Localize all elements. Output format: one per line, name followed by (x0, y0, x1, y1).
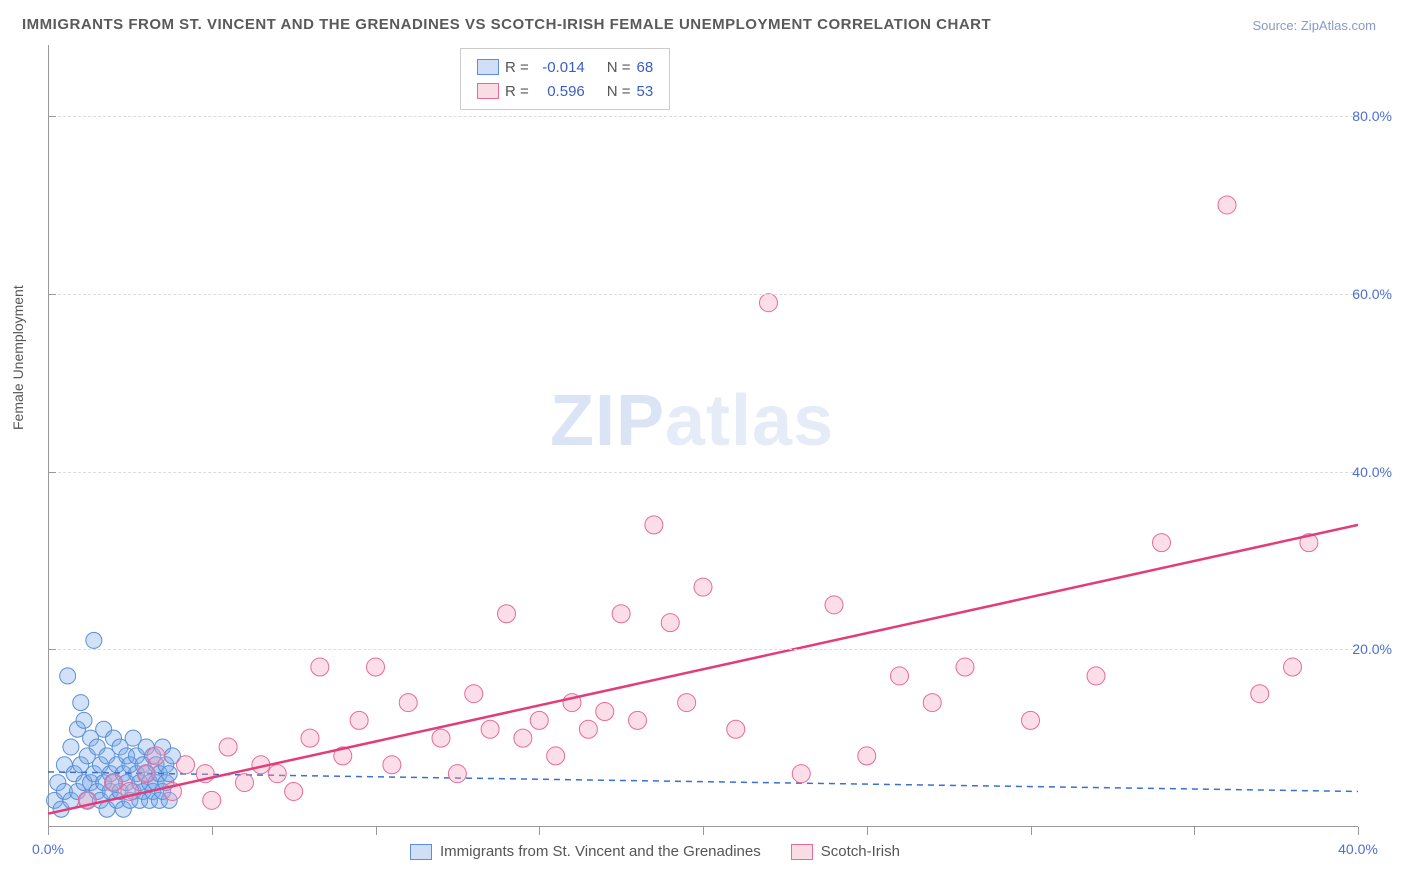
data-point (727, 720, 745, 738)
data-point (301, 729, 319, 747)
gridline-h (48, 472, 1358, 473)
data-point (694, 578, 712, 596)
data-point (858, 747, 876, 765)
source-attribution: Source: ZipAtlas.com (1252, 18, 1376, 33)
data-point (661, 614, 679, 632)
data-point (350, 711, 368, 729)
data-point (1153, 534, 1171, 552)
data-point (399, 694, 417, 712)
data-point (514, 729, 532, 747)
data-point (629, 711, 647, 729)
y-tick-mark (48, 294, 56, 295)
scatter-chart-svg (48, 45, 1358, 827)
data-point (1022, 711, 1040, 729)
data-point (1087, 667, 1105, 685)
legend-label-blue: Immigrants from St. Vincent and the Gren… (440, 843, 761, 860)
n-value-blue: 68 (637, 59, 654, 76)
legend-item-blue: Immigrants from St. Vincent and the Gren… (410, 843, 761, 860)
data-point (383, 756, 401, 774)
trend-line (48, 525, 1358, 814)
data-point (956, 658, 974, 676)
data-point (760, 294, 778, 312)
swatch-blue (477, 59, 499, 75)
data-point (448, 765, 466, 783)
swatch-pink (791, 844, 813, 860)
gridline-h (48, 649, 1358, 650)
r-value-blue: -0.014 (535, 59, 585, 76)
n-value-pink: 53 (637, 83, 654, 100)
stats-row-series-1: R = -0.014 N = 68 (477, 55, 653, 79)
data-point (825, 596, 843, 614)
data-point (137, 765, 155, 783)
data-point (311, 658, 329, 676)
x-tick-mark (48, 827, 49, 835)
data-point (60, 668, 76, 684)
data-point (792, 765, 810, 783)
data-point (147, 747, 165, 765)
data-point (236, 774, 254, 792)
x-tick-mark (703, 827, 704, 835)
r-value-pink: 0.596 (535, 83, 585, 100)
data-point (73, 695, 89, 711)
gridline-h (48, 116, 1358, 117)
y-tick-label: 60.0% (1352, 286, 1392, 302)
legend-item-pink: Scotch-Irish (791, 843, 900, 860)
data-point (1284, 658, 1302, 676)
data-point (465, 685, 483, 703)
data-point (645, 516, 663, 534)
x-tick-label: 40.0% (1338, 841, 1378, 857)
data-point (923, 694, 941, 712)
data-point (432, 729, 450, 747)
bottom-legend: Immigrants from St. Vincent and the Gren… (410, 843, 900, 860)
data-point (203, 791, 221, 809)
y-tick-label: 20.0% (1352, 641, 1392, 657)
data-point (367, 658, 385, 676)
data-point (891, 667, 909, 685)
x-tick-mark (1031, 827, 1032, 835)
y-tick-mark (48, 472, 56, 473)
data-point (596, 702, 614, 720)
x-tick-mark (867, 827, 868, 835)
x-tick-mark (1358, 827, 1359, 835)
x-tick-mark (539, 827, 540, 835)
chart-title: IMMIGRANTS FROM ST. VINCENT AND THE GREN… (22, 16, 991, 33)
r-label: R = (505, 83, 529, 100)
data-point (285, 782, 303, 800)
x-tick-mark (212, 827, 213, 835)
y-tick-label: 40.0% (1352, 464, 1392, 480)
data-point (63, 739, 79, 755)
r-label: R = (505, 59, 529, 76)
data-point (579, 720, 597, 738)
data-point (1218, 196, 1236, 214)
data-point (498, 605, 516, 623)
x-tick-mark (1194, 827, 1195, 835)
y-tick-mark (48, 116, 56, 117)
data-point (105, 774, 123, 792)
gridline-h (48, 294, 1358, 295)
y-tick-mark (48, 649, 56, 650)
x-tick-mark (376, 827, 377, 835)
data-point (1251, 685, 1269, 703)
data-point (76, 712, 92, 728)
data-point (530, 711, 548, 729)
swatch-blue (410, 844, 432, 860)
y-tick-label: 80.0% (1352, 108, 1392, 124)
data-point (86, 632, 102, 648)
y-axis-label: Female Unemployment (10, 285, 26, 430)
n-label: N = (607, 59, 631, 76)
correlation-stats-legend: R = -0.014 N = 68 R = 0.596 N = 53 (460, 48, 670, 110)
stats-row-series-2: R = 0.596 N = 53 (477, 79, 653, 103)
data-point (481, 720, 499, 738)
data-point (219, 738, 237, 756)
x-tick-label: 0.0% (32, 841, 64, 857)
data-point (268, 765, 286, 783)
data-point (678, 694, 696, 712)
legend-label-pink: Scotch-Irish (821, 843, 900, 860)
n-label: N = (607, 83, 631, 100)
data-point (177, 756, 195, 774)
data-point (612, 605, 630, 623)
data-point (547, 747, 565, 765)
swatch-pink (477, 83, 499, 99)
